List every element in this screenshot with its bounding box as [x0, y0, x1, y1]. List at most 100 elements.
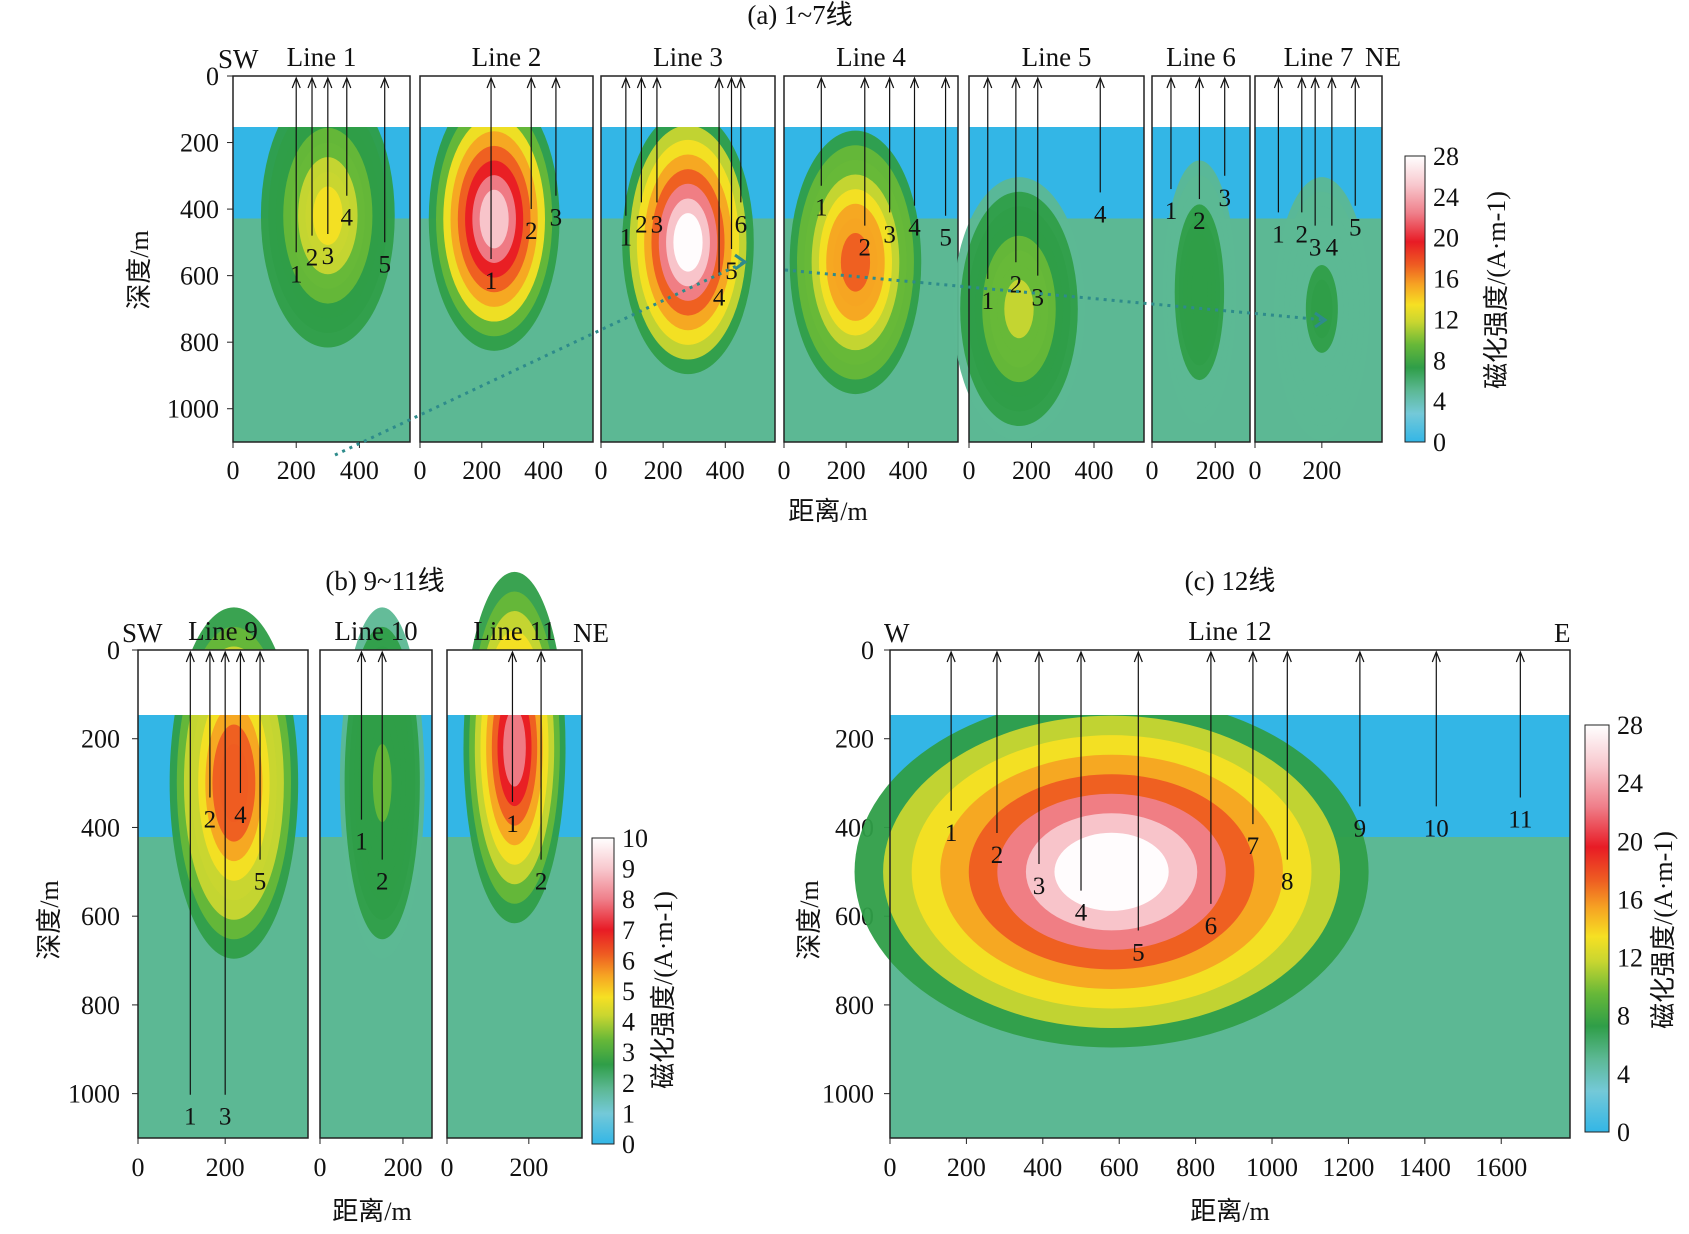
panel-line-2: Line 2 0 200 400 12 3 — [414, 42, 594, 485]
colorbar-c-label: 磁化强度/(A·m-1) — [1649, 831, 1678, 1029]
x-tick-label: 1600 — [1475, 1153, 1527, 1182]
drill-hole-label: 5 — [254, 869, 267, 896]
drill-hole-arrow — [307, 76, 317, 89]
panel-line-11: Line 11 0 200 1 2 — [441, 571, 583, 1182]
colorbar-tick-label: 8 — [1617, 1002, 1630, 1031]
panel-line-3: Line 3 0 200 400 1 2 3 45 6 — [595, 42, 776, 485]
drill-hole-label: 1 — [945, 820, 958, 847]
y-tick-label-c: 200 — [835, 725, 874, 754]
drill-hole-arrow — [1166, 76, 1176, 89]
drill-hole-arrow — [1327, 76, 1337, 89]
xlabel-a: 距离/m — [788, 497, 867, 526]
ylabel-b: 深度/m — [35, 880, 64, 959]
panel-frame — [889, 649, 1571, 1139]
drill-hole-label: 6 — [735, 211, 748, 238]
y-tick-label-a: 1000 — [167, 395, 219, 424]
x-tick-label: 0 — [595, 456, 608, 485]
drill-hole-arrow — [1282, 650, 1292, 663]
x-tick-label: 200 — [1196, 456, 1235, 485]
drill-hole-arrow — [323, 76, 333, 89]
drill-hole-label: 6 — [1205, 913, 1218, 940]
panel-title: Line 11 — [473, 616, 555, 646]
drill-hole-arrow — [1355, 650, 1365, 663]
x-tick-label: 200 — [1302, 456, 1341, 485]
x-tick-label: 0 — [778, 456, 791, 485]
drill-hole-label: 1 — [1272, 221, 1285, 248]
panel-frame — [968, 75, 1145, 443]
title-a: (a) 1~7线 — [747, 0, 852, 30]
x-tick-label: 200 — [509, 1153, 548, 1182]
drill-hole-label: 2 — [535, 869, 548, 896]
y-tick-label-c: 1000 — [822, 1080, 874, 1109]
drill-hole-arrow — [342, 76, 352, 89]
panel-title: Line 10 — [334, 616, 417, 646]
colorbar-tick-label: 12 — [1617, 944, 1643, 973]
drill-hole-label: 2 — [204, 806, 217, 833]
colorbar-tick-label: 0 — [622, 1130, 635, 1159]
drill-hole-label: 3 — [322, 243, 335, 270]
trend-line — [334, 260, 746, 457]
colorbar-tick-label: 8 — [622, 885, 635, 914]
drill-hole-label: 1 — [506, 811, 519, 838]
colorbar-b-label: 磁化强度/(A·m-1) — [649, 891, 678, 1089]
direction-sw-b: SW — [122, 618, 163, 648]
drill-hole-label: 4 — [1326, 235, 1339, 262]
drill-hole-label: 2 — [991, 842, 1004, 869]
drill-hole-label: 4 — [1094, 201, 1107, 228]
x-tick-label: 200 — [206, 1153, 245, 1182]
drill-hole-label: 3 — [219, 1104, 232, 1131]
drill-hole-arrow — [205, 650, 215, 663]
y-tick-label-b: 400 — [81, 813, 120, 842]
title-b: (b) 9~11线 — [325, 566, 444, 596]
drill-hole-label: 3 — [1033, 873, 1046, 900]
drill-hole-label: 4 — [234, 802, 247, 829]
drill-hole-arrow — [507, 650, 518, 663]
trend-arrows — [334, 253, 1328, 457]
drill-hole-arrow — [1220, 76, 1230, 89]
direction-sw-a: SW — [218, 44, 259, 74]
anomaly-contour — [479, 189, 509, 249]
colorbar-a-scale — [1404, 155, 1426, 443]
direction-e-c: E — [1554, 618, 1571, 648]
colorbar-c-scale — [1584, 724, 1610, 1133]
colorbar-tick-label: 16 — [1617, 885, 1643, 914]
panel-line-12: Line 12 0 200 400 600 800 1000 1200 1400 1600 1 2 3 4… — [854, 616, 1571, 1182]
direction-ne-a: NE — [1365, 42, 1401, 72]
xlabel-b: 距离/m — [332, 1197, 411, 1226]
colorbar-tick-label: 7 — [622, 916, 635, 945]
xlabel-c: 距离/m — [1190, 1197, 1269, 1226]
drill-hole-label: 1 — [290, 261, 303, 288]
drill-hole-label: 7 — [1247, 833, 1260, 860]
y-tick-label-c: 800 — [835, 991, 874, 1020]
x-tick-label: 0 — [1146, 456, 1159, 485]
x-tick-label: 600 — [1100, 1153, 1139, 1182]
drill-hole-label: 9 — [1354, 815, 1367, 842]
anomaly-contour — [1191, 262, 1208, 322]
colorbar-tick-label: 2 — [622, 1069, 635, 1098]
colorbar-tick-label: 24 — [1617, 769, 1643, 798]
colorbar-tick-label: 3 — [622, 1038, 635, 1067]
x-tick-label: 0 — [314, 1153, 327, 1182]
drill-hole-label: 3 — [550, 205, 563, 232]
drill-hole-arrow — [356, 650, 367, 663]
x-tick-label: 200 — [947, 1153, 986, 1182]
anomaly-contour — [1311, 279, 1333, 339]
drill-hole-arrow — [1248, 650, 1258, 663]
air-band — [784, 76, 958, 127]
drill-hole-label: 2 — [376, 869, 389, 896]
colorbar-tick-label: 12 — [1433, 305, 1459, 334]
panel-title: Line 4 — [836, 42, 906, 72]
x-tick-label: 200 — [1012, 456, 1051, 485]
colorbar-tick-label: 0 — [1617, 1118, 1630, 1147]
drill-hole-label: 1 — [982, 288, 995, 315]
x-tick-label: 1400 — [1399, 1153, 1451, 1182]
drill-hole-arrow — [220, 650, 230, 663]
anomaly-contour — [1004, 279, 1034, 339]
panel-line-9: Line 9 0 200 1 2 3 4 5 — [132, 607, 309, 1182]
x-tick-label: 0 — [414, 456, 427, 485]
drill-hole-arrow — [551, 76, 561, 89]
panel-frame — [137, 649, 309, 1139]
colorbar-a-label: 磁化强度/(A·m-1) — [1482, 191, 1511, 389]
x-tick-label: 400 — [706, 456, 745, 485]
